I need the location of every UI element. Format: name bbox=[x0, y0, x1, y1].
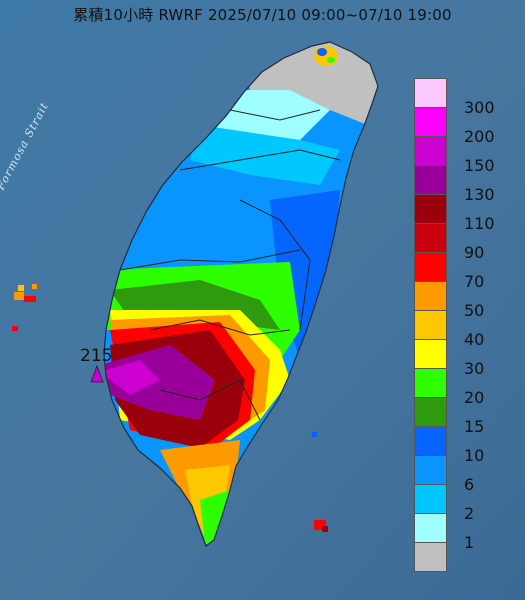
legend-swatch bbox=[414, 281, 447, 311]
legend-tick: 150 bbox=[464, 156, 495, 175]
orchid-island bbox=[314, 520, 328, 532]
legend-tick: 1 bbox=[464, 533, 475, 552]
rain-zone-north-light bbox=[215, 90, 330, 140]
legend-tick: 20 bbox=[464, 388, 485, 407]
legend-tick: 50 bbox=[464, 301, 485, 320]
legend-tick: 40 bbox=[464, 330, 485, 349]
rain-zone-south-green bbox=[200, 490, 230, 545]
legend-swatch bbox=[414, 107, 447, 137]
legend-swatch bbox=[414, 455, 447, 485]
legend-tick: 300 bbox=[464, 98, 495, 117]
legend-swatch bbox=[414, 339, 447, 369]
penghu-islands bbox=[12, 284, 37, 331]
legend-swatch bbox=[414, 426, 447, 456]
legend-tick: 30 bbox=[464, 359, 485, 378]
legend-tick: 110 bbox=[464, 214, 495, 233]
north-hotspot bbox=[314, 46, 338, 66]
legend-tick: 10 bbox=[464, 446, 485, 465]
legend-swatch bbox=[414, 78, 447, 108]
legend-swatch bbox=[414, 513, 447, 543]
rain-zone-magenta bbox=[104, 360, 160, 395]
legend-swatch bbox=[414, 397, 447, 427]
legend-tick: 2 bbox=[464, 504, 475, 523]
legend-tick: 130 bbox=[464, 185, 495, 204]
legend-tick: 15 bbox=[464, 417, 485, 436]
legend-swatch bbox=[414, 368, 447, 398]
legend-swatch bbox=[414, 484, 447, 514]
legend-tick: 70 bbox=[464, 272, 485, 291]
legend-tick: 200 bbox=[464, 127, 495, 146]
rain-zone-north-cyan bbox=[190, 125, 340, 185]
rainfall-legend: 300 200 150 130 110 90 70 50 40 30 20 15… bbox=[412, 78, 520, 572]
legend-swatch bbox=[414, 223, 447, 253]
legend-tick: 90 bbox=[464, 243, 485, 262]
max-rainfall-marker bbox=[90, 364, 104, 383]
legend-swatch bbox=[414, 252, 447, 282]
map-title: 累積10小時 RWRF 2025/07/10 09:00~07/10 19:00 bbox=[73, 6, 452, 24]
legend-tick: 6 bbox=[464, 475, 475, 494]
island-outline bbox=[103, 41, 379, 547]
legend-swatch bbox=[414, 194, 447, 224]
legend-swatch bbox=[414, 310, 447, 340]
legend-swatch bbox=[414, 542, 447, 572]
green-island bbox=[312, 432, 317, 437]
legend-swatch bbox=[414, 165, 447, 195]
legend-swatch bbox=[414, 136, 447, 166]
max-rainfall-label: 215 bbox=[80, 346, 113, 366]
